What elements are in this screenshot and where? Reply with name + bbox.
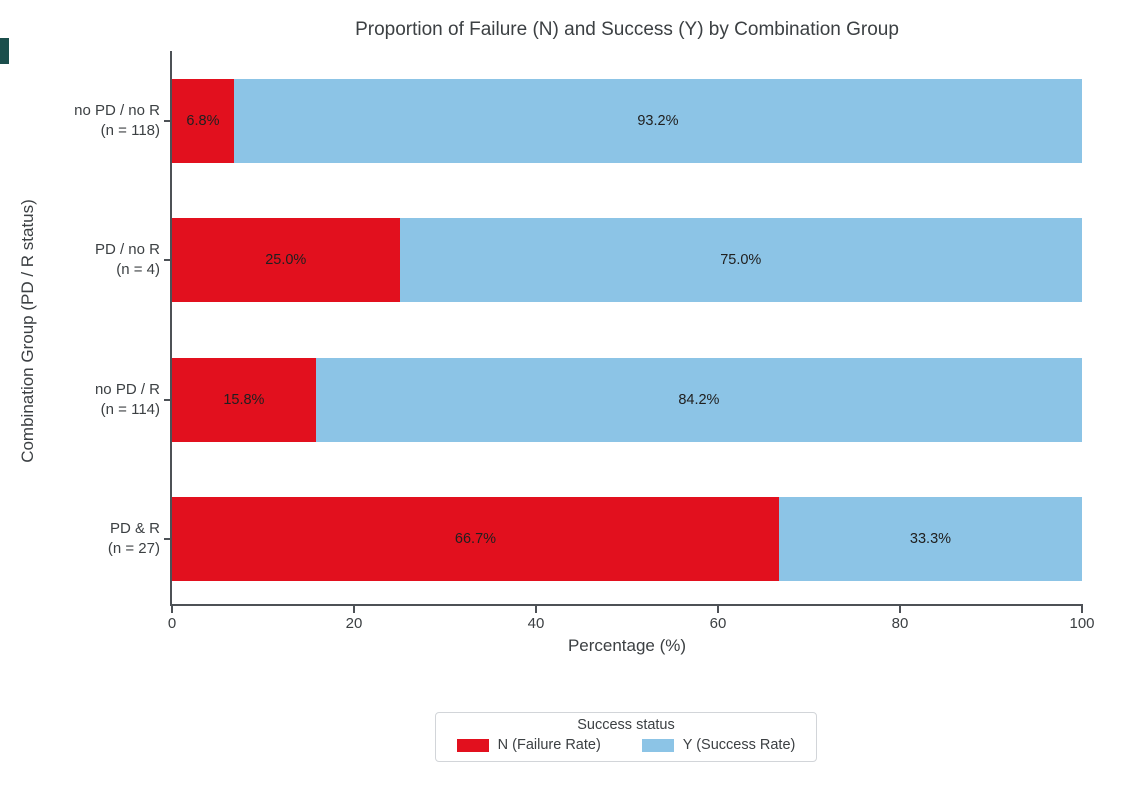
bar-segment-failure: 25.0% xyxy=(172,218,400,302)
x-tick-label: 80 xyxy=(891,615,909,632)
y-tick-mark xyxy=(164,120,172,122)
x-tick-mark xyxy=(899,606,901,613)
legend-title: Success status xyxy=(577,717,675,733)
y-category-name: PD & R xyxy=(109,520,160,537)
x-tick-mark xyxy=(1081,606,1083,613)
y-category-n: (n = 118) xyxy=(100,122,160,139)
bar-value-label: 6.8% xyxy=(186,113,220,129)
x-tick-mark xyxy=(353,606,355,613)
y-tick-mark xyxy=(164,259,172,261)
legend-label-success: Y (Success Rate) xyxy=(682,737,796,753)
legend-swatch-failure xyxy=(456,738,489,752)
y-category-label: PD & R (n = 27) xyxy=(108,519,160,559)
x-tick-label: 40 xyxy=(527,615,545,632)
legend-label-failure: N (Failure Rate) xyxy=(497,737,601,753)
bar-value-label: 66.7% xyxy=(454,531,497,547)
x-tick-label: 20 xyxy=(345,615,363,632)
bar-value-label: 25.0% xyxy=(265,252,307,268)
x-tick-mark xyxy=(717,606,719,613)
x-tick-mark xyxy=(535,606,537,613)
bar-value-label: 84.2% xyxy=(678,392,720,408)
bar-segment-failure: 66.7% xyxy=(172,497,779,581)
legend-swatch-success xyxy=(641,738,674,752)
x-axis-spine xyxy=(170,604,1083,606)
bar-segment-failure: 6.8% xyxy=(172,79,234,163)
bar-segment-success: 93.2% xyxy=(233,79,1082,163)
bar-segment-failure: 15.8% xyxy=(172,358,316,442)
bar-segment-success: 75.0% xyxy=(399,218,1082,302)
x-tick-label: 0 xyxy=(167,615,177,632)
screen-edge-artifact xyxy=(0,38,9,64)
x-axis-label: Percentage (%) xyxy=(567,636,687,655)
y-category-label: no PD / no R (n = 118) xyxy=(74,101,160,141)
bar-value-label: 33.3% xyxy=(909,531,952,547)
bar-value-label: 93.2% xyxy=(637,113,679,129)
x-tick-label: 100 xyxy=(1069,615,1095,632)
y-axis-spine xyxy=(170,51,172,606)
bar-segment-success: 84.2% xyxy=(315,358,1082,442)
y-category-n: (n = 4) xyxy=(116,261,160,278)
y-axis-label: Combination Group (PD / R status) xyxy=(18,199,37,463)
bar-value-label: 75.0% xyxy=(720,252,762,268)
y-tick-mark xyxy=(164,538,172,540)
chart-title: Proportion of Failure (N) and Success (Y… xyxy=(355,19,899,40)
y-category-label: no PD / R (n = 114) xyxy=(95,380,160,420)
y-tick-mark xyxy=(164,399,172,401)
x-tick-mark xyxy=(171,606,173,613)
y-category-n: (n = 114) xyxy=(100,401,160,418)
y-category-label: PD / no R (n = 4) xyxy=(95,240,160,280)
y-category-name: no PD / R xyxy=(94,381,160,398)
legend: Success status N (Failure Rate) Y (Succe… xyxy=(435,712,817,762)
bar-value-label: 15.8% xyxy=(223,392,265,408)
x-tick-label: 60 xyxy=(709,615,727,632)
y-category-n: (n = 27) xyxy=(107,540,160,557)
y-category-name: PD / no R xyxy=(94,241,160,258)
y-category-name: no PD / no R xyxy=(74,102,160,119)
bar-segment-success: 33.3% xyxy=(778,497,1082,581)
legend-row: N (Failure Rate) Y (Success Rate) xyxy=(436,737,816,753)
